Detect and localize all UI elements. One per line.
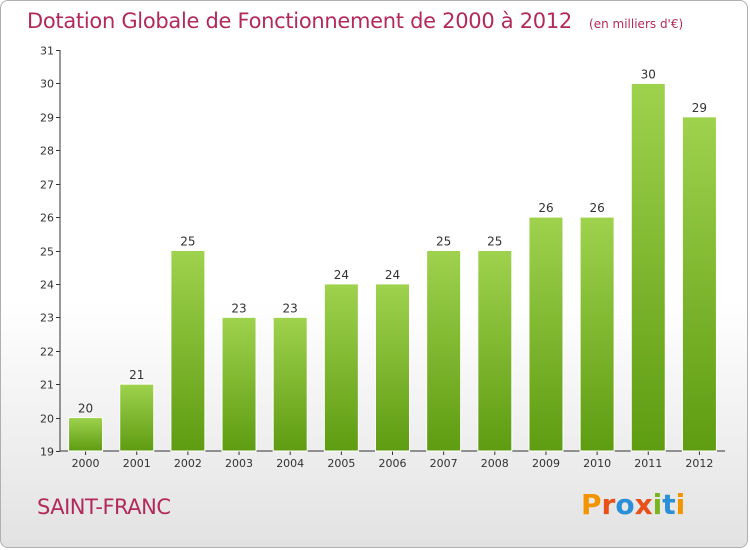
bars [68,82,717,452]
axes: 19 20 21 22 23 24 25 26 27 28 29 30 31 2000 2001 2002 20… [40,45,725,470]
y-tick-label: 21 [40,379,54,392]
y-tick-label: 28 [40,145,54,158]
bar [375,283,410,452]
bar [681,116,717,452]
bar [323,283,359,452]
bar [426,250,462,452]
x-tick-label: 2002 [174,457,202,470]
x-tick-label: 2011 [634,457,662,470]
title-row: Dotation Globale de Fonctionnement de 20… [27,9,683,33]
logo-letter: i [652,488,663,521]
y-tick-label: 25 [40,246,54,259]
x-tick-label: 2007 [430,457,458,470]
data-label: 26 [589,201,604,215]
logo-letter: r [601,488,616,521]
data-label: 25 [436,235,451,249]
x-tick-label: 2009 [532,457,560,470]
x-tick-label: 2008 [481,457,509,470]
data-label: 30 [641,67,656,81]
x-tick-label: 2001 [123,457,151,470]
chart-subtitle: (en milliers d'€) [589,17,684,31]
data-label: 23 [283,301,298,315]
data-label: 29 [692,101,707,115]
x-tick-label: 2006 [379,457,407,470]
bar [528,216,564,452]
logo-letter: x [634,488,653,521]
x-tick-label: 2005 [327,457,355,470]
bar [272,316,308,452]
y-tick-label: 23 [40,312,54,325]
data-label: 21 [129,368,144,382]
bar [170,250,206,452]
bar [221,316,257,452]
y-tick-label: 27 [40,179,54,192]
y-tick-label: 26 [40,212,54,225]
data-label: 25 [180,235,195,249]
commune-name: SAINT-FRANC [37,495,171,519]
y-tick-label: 31 [40,45,54,58]
x-tick-label: 2004 [276,457,304,470]
data-label: 24 [334,268,349,282]
logo-letter: i [675,488,686,521]
y-tick-label: 22 [40,346,54,359]
x-tick-label: 2010 [583,457,611,470]
data-labels: 20 21 25 23 23 24 24 25 25 26 26 30 29 [78,67,707,415]
data-label: 23 [231,301,246,315]
x-tick-label: 2003 [225,457,253,470]
data-label: 20 [78,402,93,416]
logo-letter: P [581,488,602,521]
chart-title: Dotation Globale de Fonctionnement de 20… [27,9,572,33]
y-tick-label: 20 [40,413,54,426]
y-tick-label: 30 [40,78,54,91]
logo-letter: t [662,488,676,521]
x-tick-label: 2012 [685,457,713,470]
bar [68,417,104,452]
proxiti-logo[interactable]: Proxiti [581,488,685,521]
y-tick-label: 19 [40,446,54,459]
bar [630,82,666,452]
bar [477,250,513,452]
logo-letter: o [615,488,635,521]
data-label: 26 [538,201,553,215]
x-tick-label: 2000 [72,457,100,470]
bar [579,216,615,452]
bar [119,383,155,452]
y-tick-label: 29 [40,112,54,125]
data-label: 25 [487,235,502,249]
data-label: 24 [385,268,400,282]
y-tick-label: 24 [40,279,54,292]
